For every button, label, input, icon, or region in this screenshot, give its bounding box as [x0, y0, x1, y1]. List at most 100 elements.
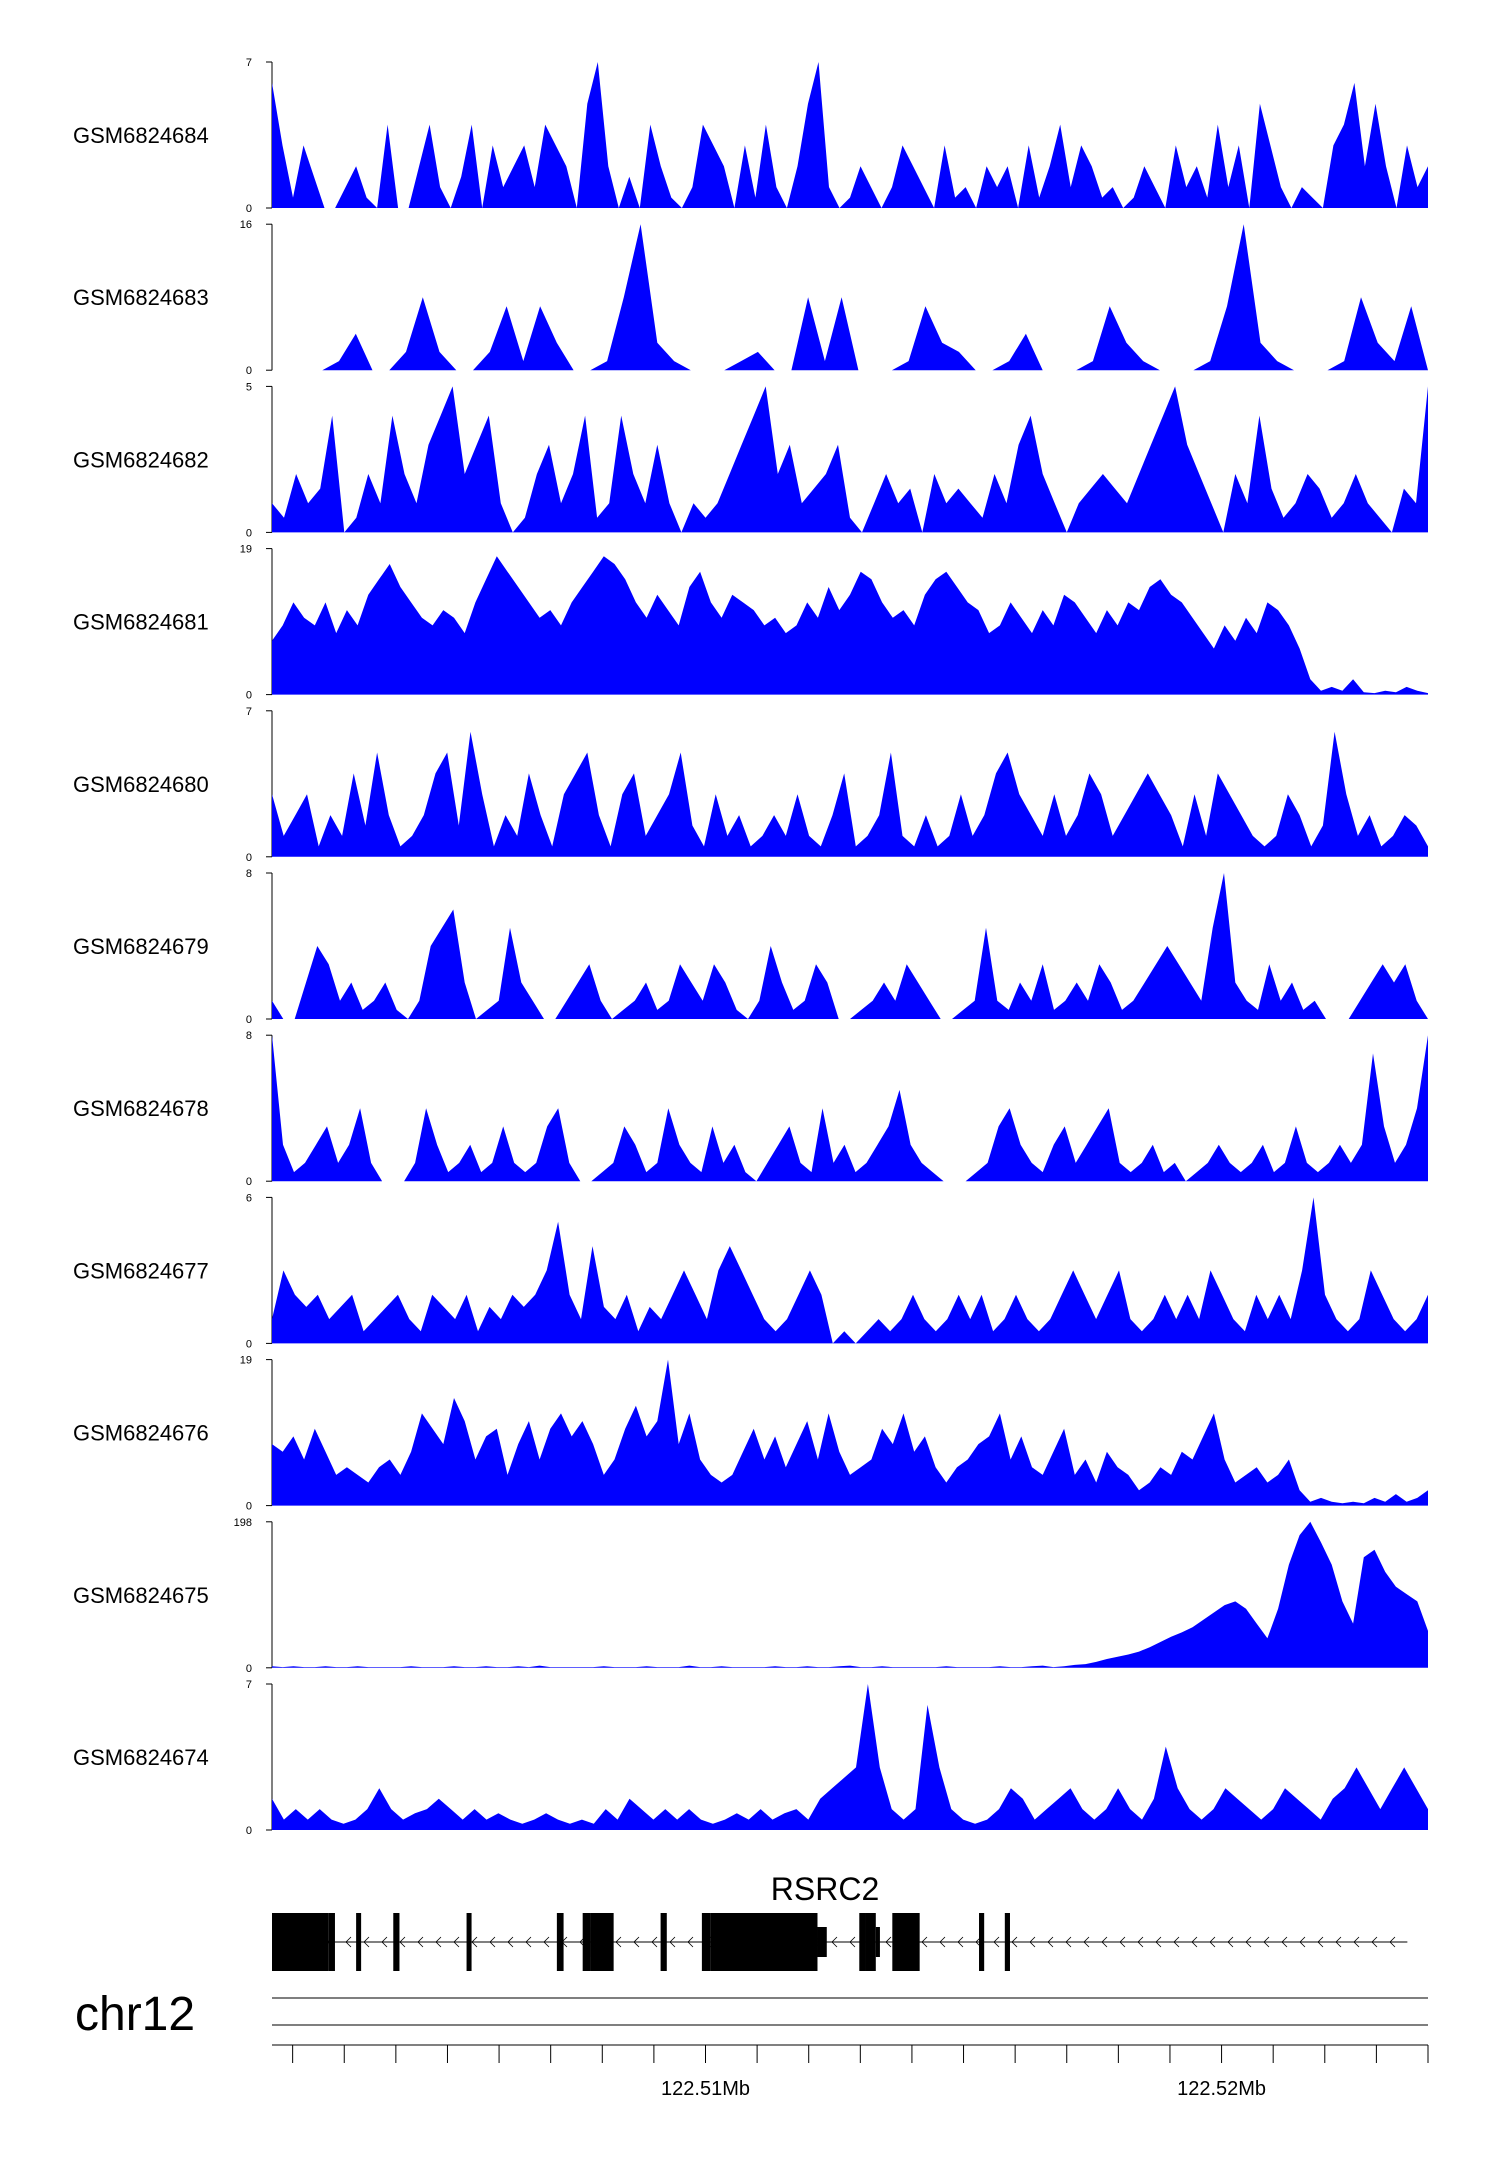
- track-ymax-label: 7: [246, 706, 252, 718]
- strand-arrow: [1371, 1936, 1378, 1948]
- strand-arrow: [471, 1936, 478, 1948]
- track-ymin-label: 0: [246, 365, 252, 377]
- track-ymin-label: 0: [246, 1338, 252, 1350]
- coverage-area-GSM6824683: [272, 224, 1428, 371]
- strand-arrow: [1209, 1936, 1216, 1948]
- strand-arrow: [417, 1936, 424, 1948]
- track-GSM6824676: GSM6824676 19 0: [73, 1355, 1428, 1513]
- strand-arrow: [1083, 1936, 1090, 1948]
- strand-arrow: [831, 1936, 838, 1948]
- strand-arrow: [615, 1936, 622, 1948]
- strand-arrow: [1047, 1936, 1054, 1948]
- track-label: GSM6824679: [73, 934, 209, 959]
- exon: [865, 1913, 876, 1971]
- strand-arrow: [525, 1936, 532, 1948]
- coverage-area-GSM6824680: [272, 731, 1428, 857]
- gene-label-rsrc2: RSRC2: [771, 1871, 879, 1907]
- track-label: GSM6824683: [73, 285, 209, 310]
- strand-arrow: [1317, 1936, 1324, 1948]
- coverage-tracks: GSM682468470GSM6824683160GSM682468250GSM…: [73, 57, 1428, 1837]
- track-ymin-label: 0: [246, 1663, 252, 1675]
- track-ymin-label: 0: [246, 1176, 252, 1188]
- strand-arrow: [957, 1936, 964, 1948]
- exon: [466, 1913, 472, 1971]
- strand-arrow: [543, 1936, 550, 1948]
- strand-arrow: [1281, 1936, 1288, 1948]
- exon: [660, 1913, 667, 1971]
- strand-arrow: [993, 1936, 1000, 1948]
- track-label: GSM6824684: [73, 123, 209, 148]
- gene-annotation-track: RSRC2: [272, 1871, 1408, 1971]
- strand-arrow: [1245, 1936, 1252, 1948]
- strand-arrow: [1299, 1936, 1306, 1948]
- track-ymax-label: 19: [240, 544, 252, 556]
- coverage-area-GSM6824678: [272, 1035, 1428, 1182]
- strand-arrow: [1353, 1936, 1360, 1948]
- track-GSM6824680: GSM6824680 7 0: [73, 706, 1428, 864]
- coverage-area-GSM6824674: [272, 1684, 1428, 1830]
- coverage-area-GSM6824682: [272, 386, 1428, 533]
- track-ymax-label: 7: [246, 57, 252, 69]
- track-ymax-label: 6: [246, 1192, 252, 1204]
- strand-arrow: [1335, 1936, 1342, 1948]
- exon: [710, 1913, 818, 1971]
- exon: [859, 1913, 866, 1971]
- track-ymin-label: 0: [246, 1825, 252, 1837]
- coverage-area-GSM6824677: [272, 1197, 1428, 1344]
- exon: [272, 1913, 329, 1971]
- strand-arrow: [345, 1936, 352, 1948]
- exon: [356, 1913, 362, 1971]
- track-label: GSM6824676: [73, 1421, 209, 1446]
- genome-axis: 122.51Mb 122.52Mb: [272, 2044, 1429, 2100]
- track-ymin-label: 0: [246, 852, 252, 864]
- track-ymax-label: 198: [234, 1517, 252, 1529]
- strand-arrow: [399, 1936, 406, 1948]
- track-ymax-label: 5: [246, 381, 252, 393]
- track-label: GSM6824674: [73, 1745, 209, 1770]
- track-ymin-label: 0: [246, 527, 252, 539]
- track-ymax-label: 16: [240, 219, 252, 231]
- strand-arrow: [1263, 1936, 1270, 1948]
- strand-arrow: [921, 1936, 928, 1948]
- track-GSM6824678: GSM6824678 8 0: [73, 1030, 1428, 1188]
- track-GSM6824682: GSM6824682 5 0: [73, 381, 1428, 539]
- strand-arrow: [885, 1936, 892, 1948]
- strand-arrow: [1065, 1936, 1072, 1948]
- strand-arrow: [435, 1936, 442, 1948]
- exon: [393, 1913, 400, 1971]
- axis-tick-label: 122.51Mb: [661, 2078, 750, 2100]
- coverage-area-GSM6824675: [272, 1521, 1428, 1668]
- track-label: GSM6824680: [73, 772, 209, 797]
- strand-arrow: [939, 1936, 946, 1948]
- strand-arrow: [1029, 1936, 1036, 1948]
- coverage-area-GSM6824676: [272, 1359, 1428, 1506]
- track-GSM6824684: GSM6824684 7 0: [73, 57, 1428, 215]
- axis-tick-label: 122.52Mb: [1177, 2078, 1266, 2100]
- track-label: GSM6824675: [73, 1583, 209, 1608]
- strand-arrow: [453, 1936, 460, 1948]
- track-ymin-label: 0: [246, 1501, 252, 1513]
- genome-axis-track: chr12 122.51Mb 122.52Mb: [75, 1988, 1429, 2100]
- exon: [701, 1913, 711, 1971]
- strand-arrow: [687, 1936, 694, 1948]
- track-ymax-label: 19: [240, 1355, 252, 1367]
- exon: [556, 1913, 564, 1971]
- track-ymin-label: 0: [246, 203, 252, 215]
- utr-exon: [875, 1927, 880, 1957]
- utr-exon: [817, 1927, 827, 1957]
- track-ymax-label: 7: [246, 1679, 252, 1691]
- coverage-area-GSM6824684: [272, 62, 1428, 208]
- strand-arrow: [849, 1936, 856, 1948]
- track-GSM6824677: GSM6824677 6 0: [73, 1192, 1428, 1350]
- track-ymax-label: 8: [246, 1030, 252, 1042]
- strand-arrow: [651, 1936, 658, 1948]
- exon: [892, 1913, 920, 1971]
- track-GSM6824674: GSM6824674 7 0: [73, 1679, 1428, 1837]
- strand-arrow: [1101, 1936, 1108, 1948]
- strand-arrow: [381, 1936, 388, 1948]
- strand-arrow: [1155, 1936, 1162, 1948]
- exon: [979, 1913, 985, 1971]
- strand-arrow: [363, 1936, 370, 1948]
- coverage-area-GSM6824679: [272, 873, 1428, 1019]
